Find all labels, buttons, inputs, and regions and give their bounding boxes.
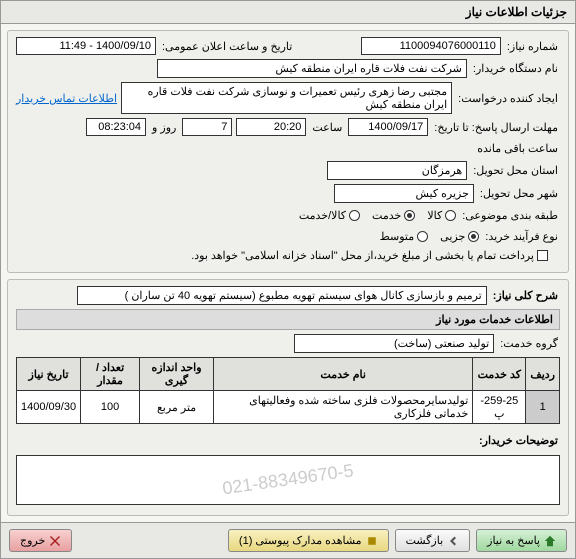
days-field: 7 bbox=[182, 118, 232, 136]
summary-section: شرح کلی نیاز: ترمیم و بازسازی کانال هوای… bbox=[7, 279, 569, 516]
col-name: نام خدمت bbox=[214, 358, 473, 391]
row-need-no: شماره نیاز: 1100094076000110 تاریخ و ساع… bbox=[16, 37, 560, 55]
city-field: جزیره کیش bbox=[334, 184, 474, 203]
radio-icon bbox=[404, 210, 415, 221]
process-radio-group: جزیی متوسط bbox=[380, 230, 480, 243]
row-class: طبقه بندی موضوعی: کالا خدمت کالا/خدمت bbox=[16, 207, 560, 224]
info-section: شماره نیاز: 1100094076000110 تاریخ و ساع… bbox=[7, 30, 569, 273]
reply-icon bbox=[544, 535, 556, 547]
process-note: پرداخت تمام یا بخشی از مبلغ خرید،از محل … bbox=[191, 249, 534, 262]
summary-label: شرح کلی نیاز: bbox=[491, 287, 560, 304]
buyer-notes-box: 021-88349670-5 bbox=[16, 455, 560, 505]
cell-name: تولیدسایرمحصولات فلزی ساخته شده وفعالیته… bbox=[214, 391, 473, 424]
reply-button-label: پاسخ به نیاز bbox=[487, 534, 540, 547]
deadline-date-field: 1400/09/17 bbox=[348, 118, 428, 136]
days-label: روز و bbox=[150, 119, 178, 136]
buyer-notes-label: توضیحات خریدار: bbox=[477, 432, 560, 449]
col-qty: تعداد / مقدار bbox=[81, 358, 140, 391]
need-no-label: شماره نیاز: bbox=[505, 38, 560, 55]
row-creator: ایجاد کننده درخواست: مجتبی رضا زهری رئیس… bbox=[16, 82, 560, 114]
radio-icon bbox=[417, 231, 428, 242]
row-summary: شرح کلی نیاز: ترمیم و بازسازی کانال هوای… bbox=[16, 286, 560, 305]
row-deadline: مهلت ارسال پاسخ: تا تاریخ: 1400/09/17 سا… bbox=[16, 118, 560, 157]
creator-field: مجتبی رضا زهری رئیس تعمیرات و نوسازی شرک… bbox=[121, 82, 452, 114]
table-header-row: ردیف کد خدمت نام خدمت واحد اندازه گیری ت… bbox=[17, 358, 560, 391]
radio-both[interactable]: کالا/خدمت bbox=[299, 209, 360, 222]
summary-field: ترمیم و بازسازی کانال هوای سیستم تهویه م… bbox=[77, 286, 487, 305]
reply-button[interactable]: پاسخ به نیاز bbox=[476, 529, 567, 552]
time-label-1: ساعت bbox=[310, 119, 344, 136]
row-process: نوع فرآیند خرید: جزیی متوسط پرداخت تمام … bbox=[16, 228, 560, 262]
row-buyer-org: نام دستگاه خریدار: شرکت نفت فلات قاره ای… bbox=[16, 59, 560, 78]
process-label: نوع فرآیند خرید: bbox=[483, 228, 560, 245]
panel-title: جزئیات اطلاعات نیاز bbox=[466, 5, 567, 19]
radio-service[interactable]: خدمت bbox=[372, 209, 415, 222]
need-no-field: 1100094076000110 bbox=[361, 37, 501, 55]
radio-icon bbox=[445, 210, 456, 221]
creator-label: ایجاد کننده درخواست: bbox=[456, 90, 560, 107]
col-date: تاریخ نیاز bbox=[17, 358, 81, 391]
cell-unit: متر مربع bbox=[140, 391, 214, 424]
table-row: 1 259-25-پ تولیدسایرمحصولات فلزی ساخته ش… bbox=[17, 391, 560, 424]
city-label: شهر محل تحویل: bbox=[478, 185, 560, 202]
cell-code: 259-25-پ bbox=[473, 391, 526, 424]
radio-goods[interactable]: کالا bbox=[427, 209, 456, 222]
radio-icon bbox=[349, 210, 360, 221]
row-group: گروه خدمت: تولید صنعتی (ساخت) bbox=[16, 334, 560, 353]
checkbox-payment[interactable]: پرداخت تمام یا بخشی از مبلغ خرید،از محل … bbox=[191, 249, 548, 262]
radio-both-label: کالا/خدمت bbox=[299, 209, 346, 222]
back-button[interactable]: بازگشت bbox=[395, 529, 471, 552]
cell-row-no: 1 bbox=[526, 391, 560, 424]
buyer-org-label: نام دستگاه خریدار: bbox=[471, 60, 560, 77]
cell-date: 1400/09/30 bbox=[17, 391, 81, 424]
exit-icon bbox=[49, 535, 61, 547]
back-button-label: بازگشت bbox=[406, 534, 444, 547]
attachments-button[interactable]: مشاهده مدارک پیوستی (1) bbox=[228, 529, 389, 552]
radio-minor[interactable]: جزیی bbox=[440, 230, 479, 243]
attachments-button-label: مشاهده مدارک پیوستی (1) bbox=[239, 534, 362, 547]
button-bar: پاسخ به نیاز بازگشت مشاهده مدارک پیوستی … bbox=[1, 522, 575, 558]
province-label: استان محل تحویل: bbox=[471, 162, 560, 179]
panel-header: جزئیات اطلاعات نیاز bbox=[1, 1, 575, 24]
buyer-org-field: شرکت نفت فلات قاره ایران منطقه کیش bbox=[157, 59, 467, 78]
radio-service-label: خدمت bbox=[372, 209, 401, 222]
group-label: گروه خدمت: bbox=[498, 335, 560, 352]
services-table: ردیف کد خدمت نام خدمت واحد اندازه گیری ت… bbox=[16, 357, 560, 424]
col-row-no: ردیف bbox=[526, 358, 560, 391]
deadline-time1-field: 20:20 bbox=[236, 118, 306, 136]
main-panel: جزئیات اطلاعات نیاز شماره نیاز: 11000940… bbox=[0, 0, 576, 559]
announce-label: تاریخ و ساعت اعلان عمومی: bbox=[160, 38, 294, 55]
row-buyer-notes: توضیحات خریدار: 021-88349670-5 bbox=[16, 432, 560, 505]
class-radio-group: کالا خدمت کالا/خدمت bbox=[299, 209, 456, 222]
checkbox-icon bbox=[537, 250, 548, 261]
class-label: طبقه بندی موضوعی: bbox=[460, 207, 560, 224]
province-field: هرمزگان bbox=[327, 161, 467, 180]
deadline-label: مهلت ارسال پاسخ: تا تاریخ: bbox=[432, 119, 560, 136]
radio-medium-label: متوسط bbox=[380, 230, 415, 243]
row-province: استان محل تحویل: هرمزگان bbox=[16, 161, 560, 180]
col-unit: واحد اندازه گیری bbox=[140, 358, 214, 391]
contact-link[interactable]: اطلاعات تماس خریدار bbox=[16, 92, 117, 105]
radio-medium[interactable]: متوسط bbox=[380, 230, 429, 243]
deadline-time2-field: 08:23:04 bbox=[86, 118, 146, 136]
announce-field: 1400/09/10 - 11:49 bbox=[16, 37, 156, 55]
radio-minor-label: جزیی bbox=[440, 230, 465, 243]
services-header: اطلاعات خدمات مورد نیاز bbox=[16, 309, 560, 330]
watermark-text: 021-88349670-5 bbox=[221, 459, 355, 501]
exit-button[interactable]: خروج bbox=[9, 529, 72, 552]
cell-qty: 100 bbox=[81, 391, 140, 424]
col-code: کد خدمت bbox=[473, 358, 526, 391]
exit-button-label: خروج bbox=[20, 534, 45, 547]
row-city: شهر محل تحویل: جزیره کیش bbox=[16, 184, 560, 203]
radio-icon bbox=[468, 231, 479, 242]
remaining-label: ساعت باقی مانده bbox=[475, 140, 560, 157]
attachment-icon bbox=[366, 535, 378, 547]
group-field: تولید صنعتی (ساخت) bbox=[294, 334, 494, 353]
radio-goods-label: کالا bbox=[427, 209, 442, 222]
back-icon bbox=[447, 535, 459, 547]
